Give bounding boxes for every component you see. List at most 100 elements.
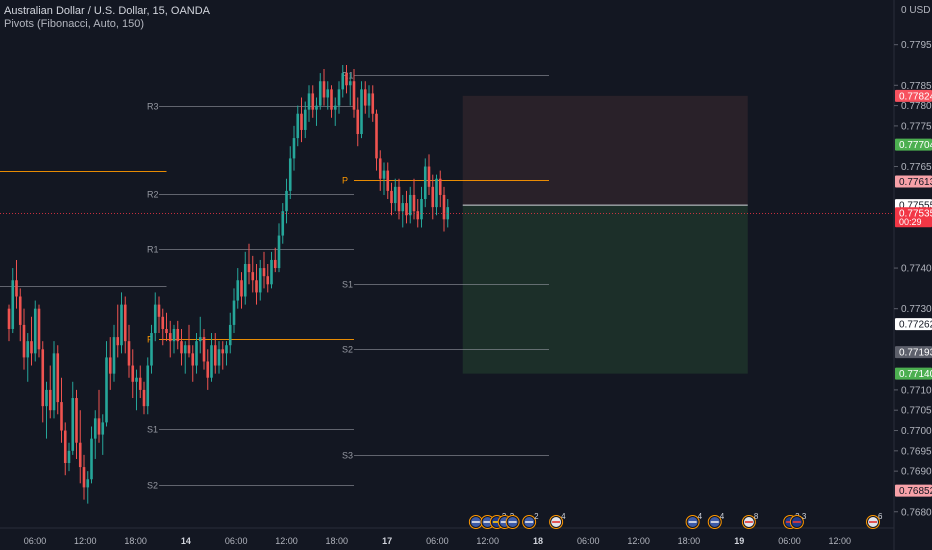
- candle-body: [187, 345, 191, 354]
- time-tick-label: 06:00: [577, 536, 600, 546]
- candle-body: [90, 438, 93, 480]
- economic-events[interactable]: 3324448236: [468, 512, 884, 529]
- candle-body: [213, 345, 217, 366]
- event-badge[interactable]: [468, 515, 483, 529]
- candle: [97, 389, 101, 443]
- candle: [412, 178, 416, 220]
- flag-stripe: [500, 521, 509, 523]
- price-tag: 0.77704: [895, 138, 932, 151]
- candle: [408, 186, 412, 224]
- candle-body: [120, 304, 123, 346]
- price-tag-bg: [895, 175, 932, 188]
- price-tag-label: 0.77555: [899, 201, 932, 212]
- candle-body: [236, 280, 240, 301]
- candle-body: [168, 333, 172, 342]
- candle-body: [311, 93, 315, 110]
- candle-body: [232, 300, 236, 325]
- candle: [382, 162, 386, 195]
- candle-body: [210, 345, 213, 378]
- candle-body: [356, 109, 360, 135]
- candle: [375, 109, 378, 171]
- candle-body: [307, 93, 311, 110]
- event-badge[interactable]: 4: [549, 512, 567, 529]
- candle: [300, 97, 303, 143]
- candle-body: [56, 353, 60, 403]
- event-badge[interactable]: 6: [866, 512, 884, 529]
- candle: [131, 349, 135, 399]
- candle-body: [427, 166, 431, 187]
- candle-body: [105, 357, 108, 423]
- event-badge[interactable]: 8: [741, 512, 759, 529]
- candle-body: [341, 73, 345, 90]
- candle: [183, 341, 187, 374]
- flag-stripe: [744, 521, 753, 523]
- candle-body: [67, 450, 71, 464]
- indicator-label[interactable]: Pivots (Fibonacci, Auto, 150): [4, 18, 144, 30]
- event-badge[interactable]: 4: [707, 512, 725, 529]
- candle-body: [318, 81, 322, 106]
- flag-stripe: [492, 521, 501, 523]
- candle-body: [281, 211, 285, 236]
- candle: [405, 190, 408, 224]
- candle-body: [157, 304, 161, 317]
- event-badge[interactable]: 3: [789, 512, 807, 529]
- candle-body: [262, 268, 266, 277]
- candle-body: [423, 166, 427, 200]
- candle-body: [75, 398, 78, 443]
- time-axis[interactable]: 06:00 12:00 18:00 14 06:00 12:00 18:00 17 06:00 1…: [0, 527, 894, 546]
- candle-body: [131, 365, 135, 382]
- candle: [273, 247, 277, 273]
- candle: [292, 125, 296, 171]
- flag-stripe: [483, 521, 492, 523]
- candle: [217, 341, 221, 374]
- candle: [367, 85, 371, 118]
- candle: [30, 316, 33, 366]
- time-tick-label: 12:00: [829, 536, 852, 546]
- symbol-title[interactable]: Australian Dollar / U.S. Dollar, 15, OAN…: [4, 5, 211, 17]
- candle-body: [412, 194, 416, 212]
- candle-body: [176, 328, 180, 342]
- candle-body: [82, 467, 86, 488]
- event-badge[interactable]: [505, 515, 520, 529]
- candle-body: [401, 203, 405, 212]
- candle-body: [330, 89, 333, 110]
- position-stop-zone[interactable]: [462, 205, 748, 374]
- candle-body: [101, 422, 105, 435]
- candle: [48, 365, 52, 419]
- candle-body: [258, 268, 262, 293]
- candle: [123, 296, 127, 354]
- candle-body: [382, 170, 386, 179]
- candle: [191, 345, 195, 382]
- candle: [356, 97, 360, 147]
- currency-label[interactable]: 0 USD: [901, 5, 930, 16]
- time-tick-label: 06:00: [225, 536, 248, 546]
- event-count: 8: [754, 512, 759, 521]
- price-tag-bg: [895, 367, 932, 380]
- event-badge[interactable]: 4: [685, 512, 703, 529]
- time-tick-label: 12:00: [74, 536, 97, 546]
- price-tag: 0.77193: [895, 346, 932, 359]
- candle-body: [41, 349, 45, 407]
- candle-body: [442, 194, 446, 220]
- pivot-label: P: [147, 335, 153, 345]
- candle: [442, 186, 446, 232]
- long-position-tool[interactable]: [462, 95, 748, 374]
- candle: [135, 369, 138, 411]
- candle: [116, 304, 120, 358]
- position-target-zone[interactable]: [462, 95, 748, 206]
- candle-body: [431, 186, 435, 208]
- price-tag-bg: [895, 318, 932, 331]
- candle-body: [225, 345, 228, 354]
- candle-body: [270, 259, 273, 285]
- price-tag-bg: [895, 138, 932, 151]
- candle-body: [93, 418, 97, 439]
- event-badge[interactable]: 2: [522, 512, 540, 529]
- candle-body: [11, 280, 15, 329]
- candle: [37, 304, 41, 358]
